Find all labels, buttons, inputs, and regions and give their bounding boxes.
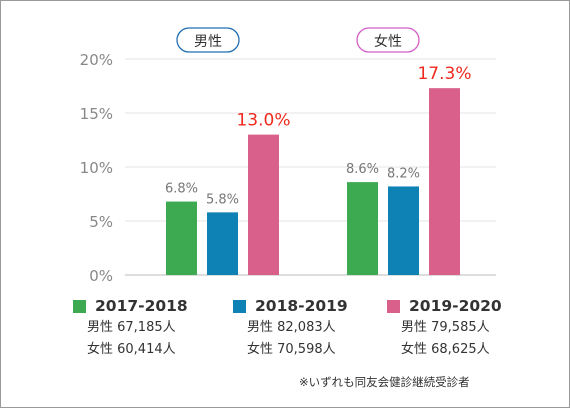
legend-male-count: 男性 82,083人 [247, 320, 336, 335]
legend-item-2018-2019: 2018-2019 男性 82,083人 女性 70,598人 [233, 295, 348, 361]
legend-swatch [73, 299, 86, 313]
bar-chart: 0% 5% 10% 15% 20% 男性 6.8% 5.8% 13.0% 女性 8.6% 8.2% 17… [80, 27, 496, 285]
legend-label: 2017-2018 [95, 297, 188, 315]
legend-female-count: 女性 70,598人 [247, 342, 336, 357]
legend-female-count: 女性 68,625人 [401, 342, 490, 357]
legend-swatch [387, 299, 400, 313]
y-tick-label: 10% [80, 159, 113, 177]
legend-female-count: 女性 60,414人 [87, 342, 176, 357]
y-tick-label: 20% [80, 51, 113, 69]
bar [207, 212, 238, 275]
category-label-pill [356, 27, 420, 53]
y-tick-label: 0% [89, 267, 113, 285]
legend-label: 2018-2019 [255, 297, 348, 315]
category-label-pill [176, 27, 240, 53]
category-label: 女性 [374, 33, 402, 50]
legend-male-count: 男性 79,585人 [401, 320, 490, 335]
data-label: 8.6% [346, 162, 379, 177]
legend-male-count: 男性 67,185人 [87, 320, 176, 335]
data-label: 5.8% [206, 192, 239, 207]
y-tick-label: 15% [80, 105, 113, 123]
y-tick-label: 5% [89, 213, 113, 231]
legend-item-2017-2018: 2017-2018 男性 67,185人 女性 60,414人 [73, 295, 188, 361]
category-label: 男性 [194, 34, 222, 50]
data-label: 17.3% [417, 64, 471, 84]
bar [166, 201, 197, 275]
legend-swatch [233, 299, 246, 313]
bar [429, 88, 460, 275]
bar [248, 134, 279, 275]
data-label: 6.8% [165, 182, 198, 197]
data-label: 13.0% [236, 111, 290, 131]
footnote: ※いずれも同友会健診継続受診者 [299, 375, 470, 389]
bar [388, 186, 419, 275]
legend-item-2019-2020: 2019-2020 男性 79,585人 女性 68,625人 [387, 295, 502, 361]
data-label: 8.2% [387, 166, 420, 181]
legend-label: 2019-2020 [409, 297, 502, 315]
bar [347, 182, 378, 275]
